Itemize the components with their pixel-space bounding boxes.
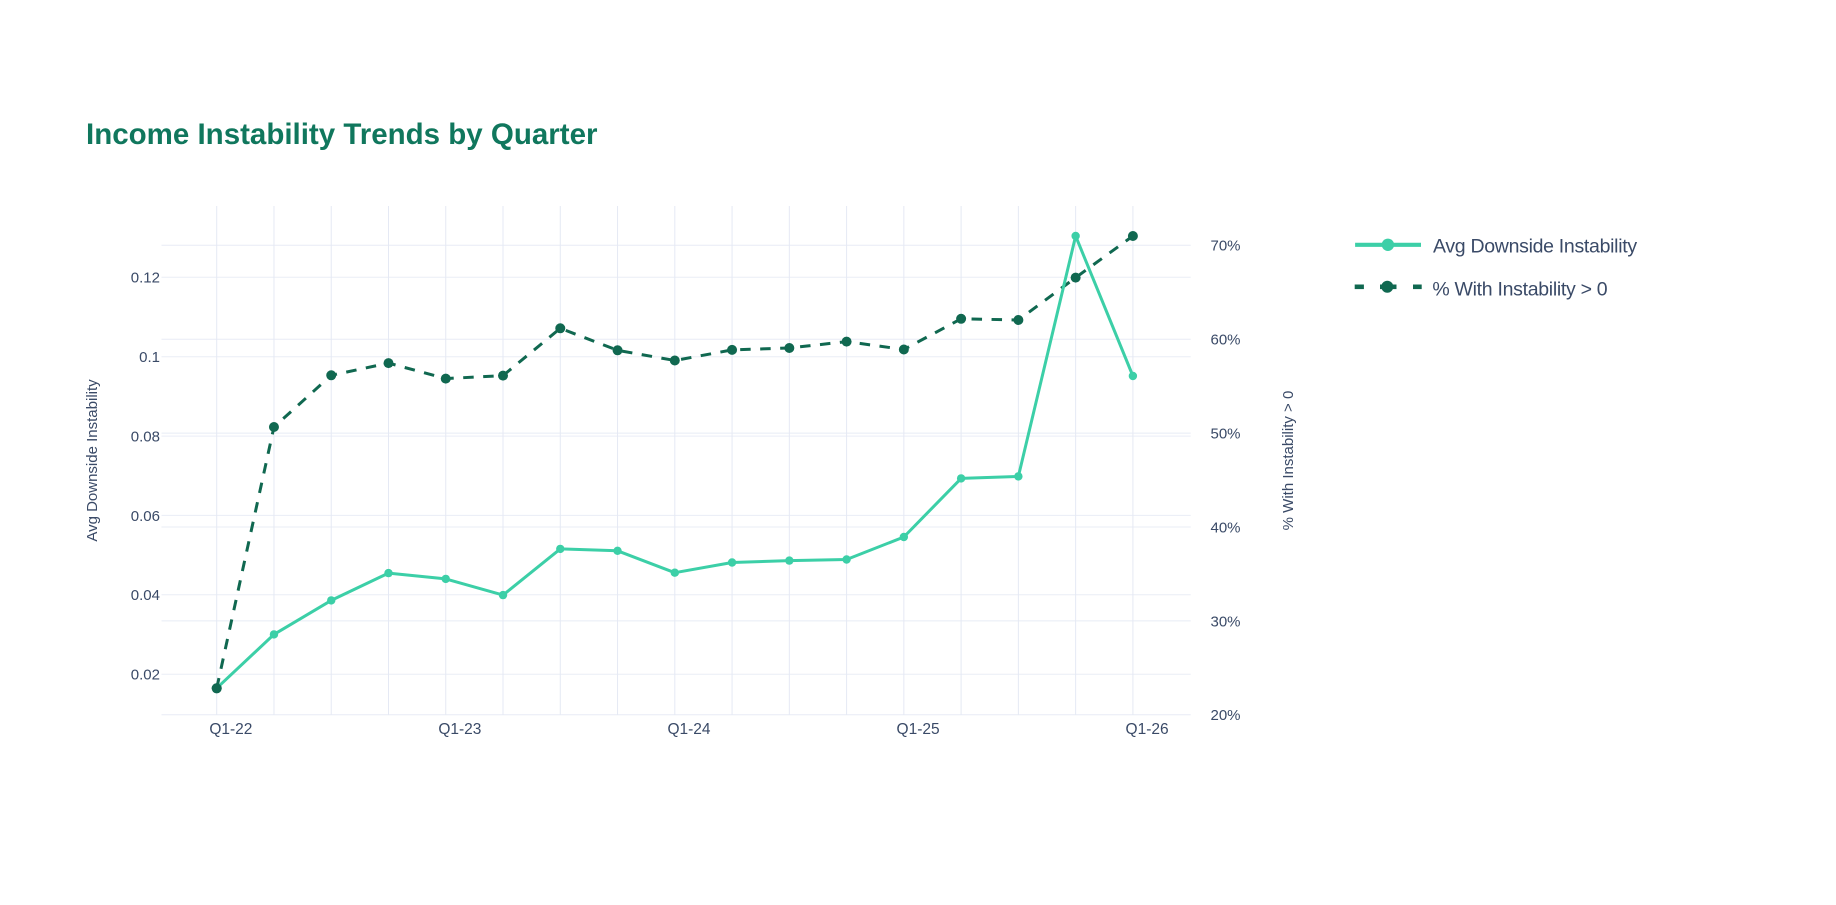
svg-text:Q1-26: Q1-26 <box>1126 721 1169 738</box>
svg-text:40%: 40% <box>1211 519 1241 536</box>
svg-text:% With Instability > 0: % With Instability > 0 <box>1432 278 1607 300</box>
svg-text:20%: 20% <box>1211 707 1241 724</box>
svg-text:0.1: 0.1 <box>139 349 160 366</box>
svg-text:Q1-23: Q1-23 <box>438 721 481 738</box>
svg-text:% With Instability > 0: % With Instability > 0 <box>1280 391 1297 531</box>
svg-text:Avg Downside Instability: Avg Downside Instability <box>1433 235 1637 257</box>
svg-text:0.08: 0.08 <box>131 429 160 446</box>
svg-text:Q1-24: Q1-24 <box>667 721 710 738</box>
svg-text:0.12: 0.12 <box>131 270 160 287</box>
svg-text:0.02: 0.02 <box>131 667 160 684</box>
svg-text:0.04: 0.04 <box>131 587 160 604</box>
svg-text:50%: 50% <box>1211 426 1241 443</box>
svg-text:Q1-25: Q1-25 <box>897 721 940 738</box>
svg-text:Q1-22: Q1-22 <box>209 721 252 738</box>
svg-text:30%: 30% <box>1211 613 1241 630</box>
svg-text:Income Instability Trends by Q: Income Instability Trends by Quarter <box>86 118 598 151</box>
svg-text:70%: 70% <box>1211 238 1241 255</box>
svg-text:0.06: 0.06 <box>131 508 160 525</box>
svg-text:60%: 60% <box>1211 332 1241 349</box>
svg-text:Avg Downside Instability: Avg Downside Instability <box>84 379 101 542</box>
